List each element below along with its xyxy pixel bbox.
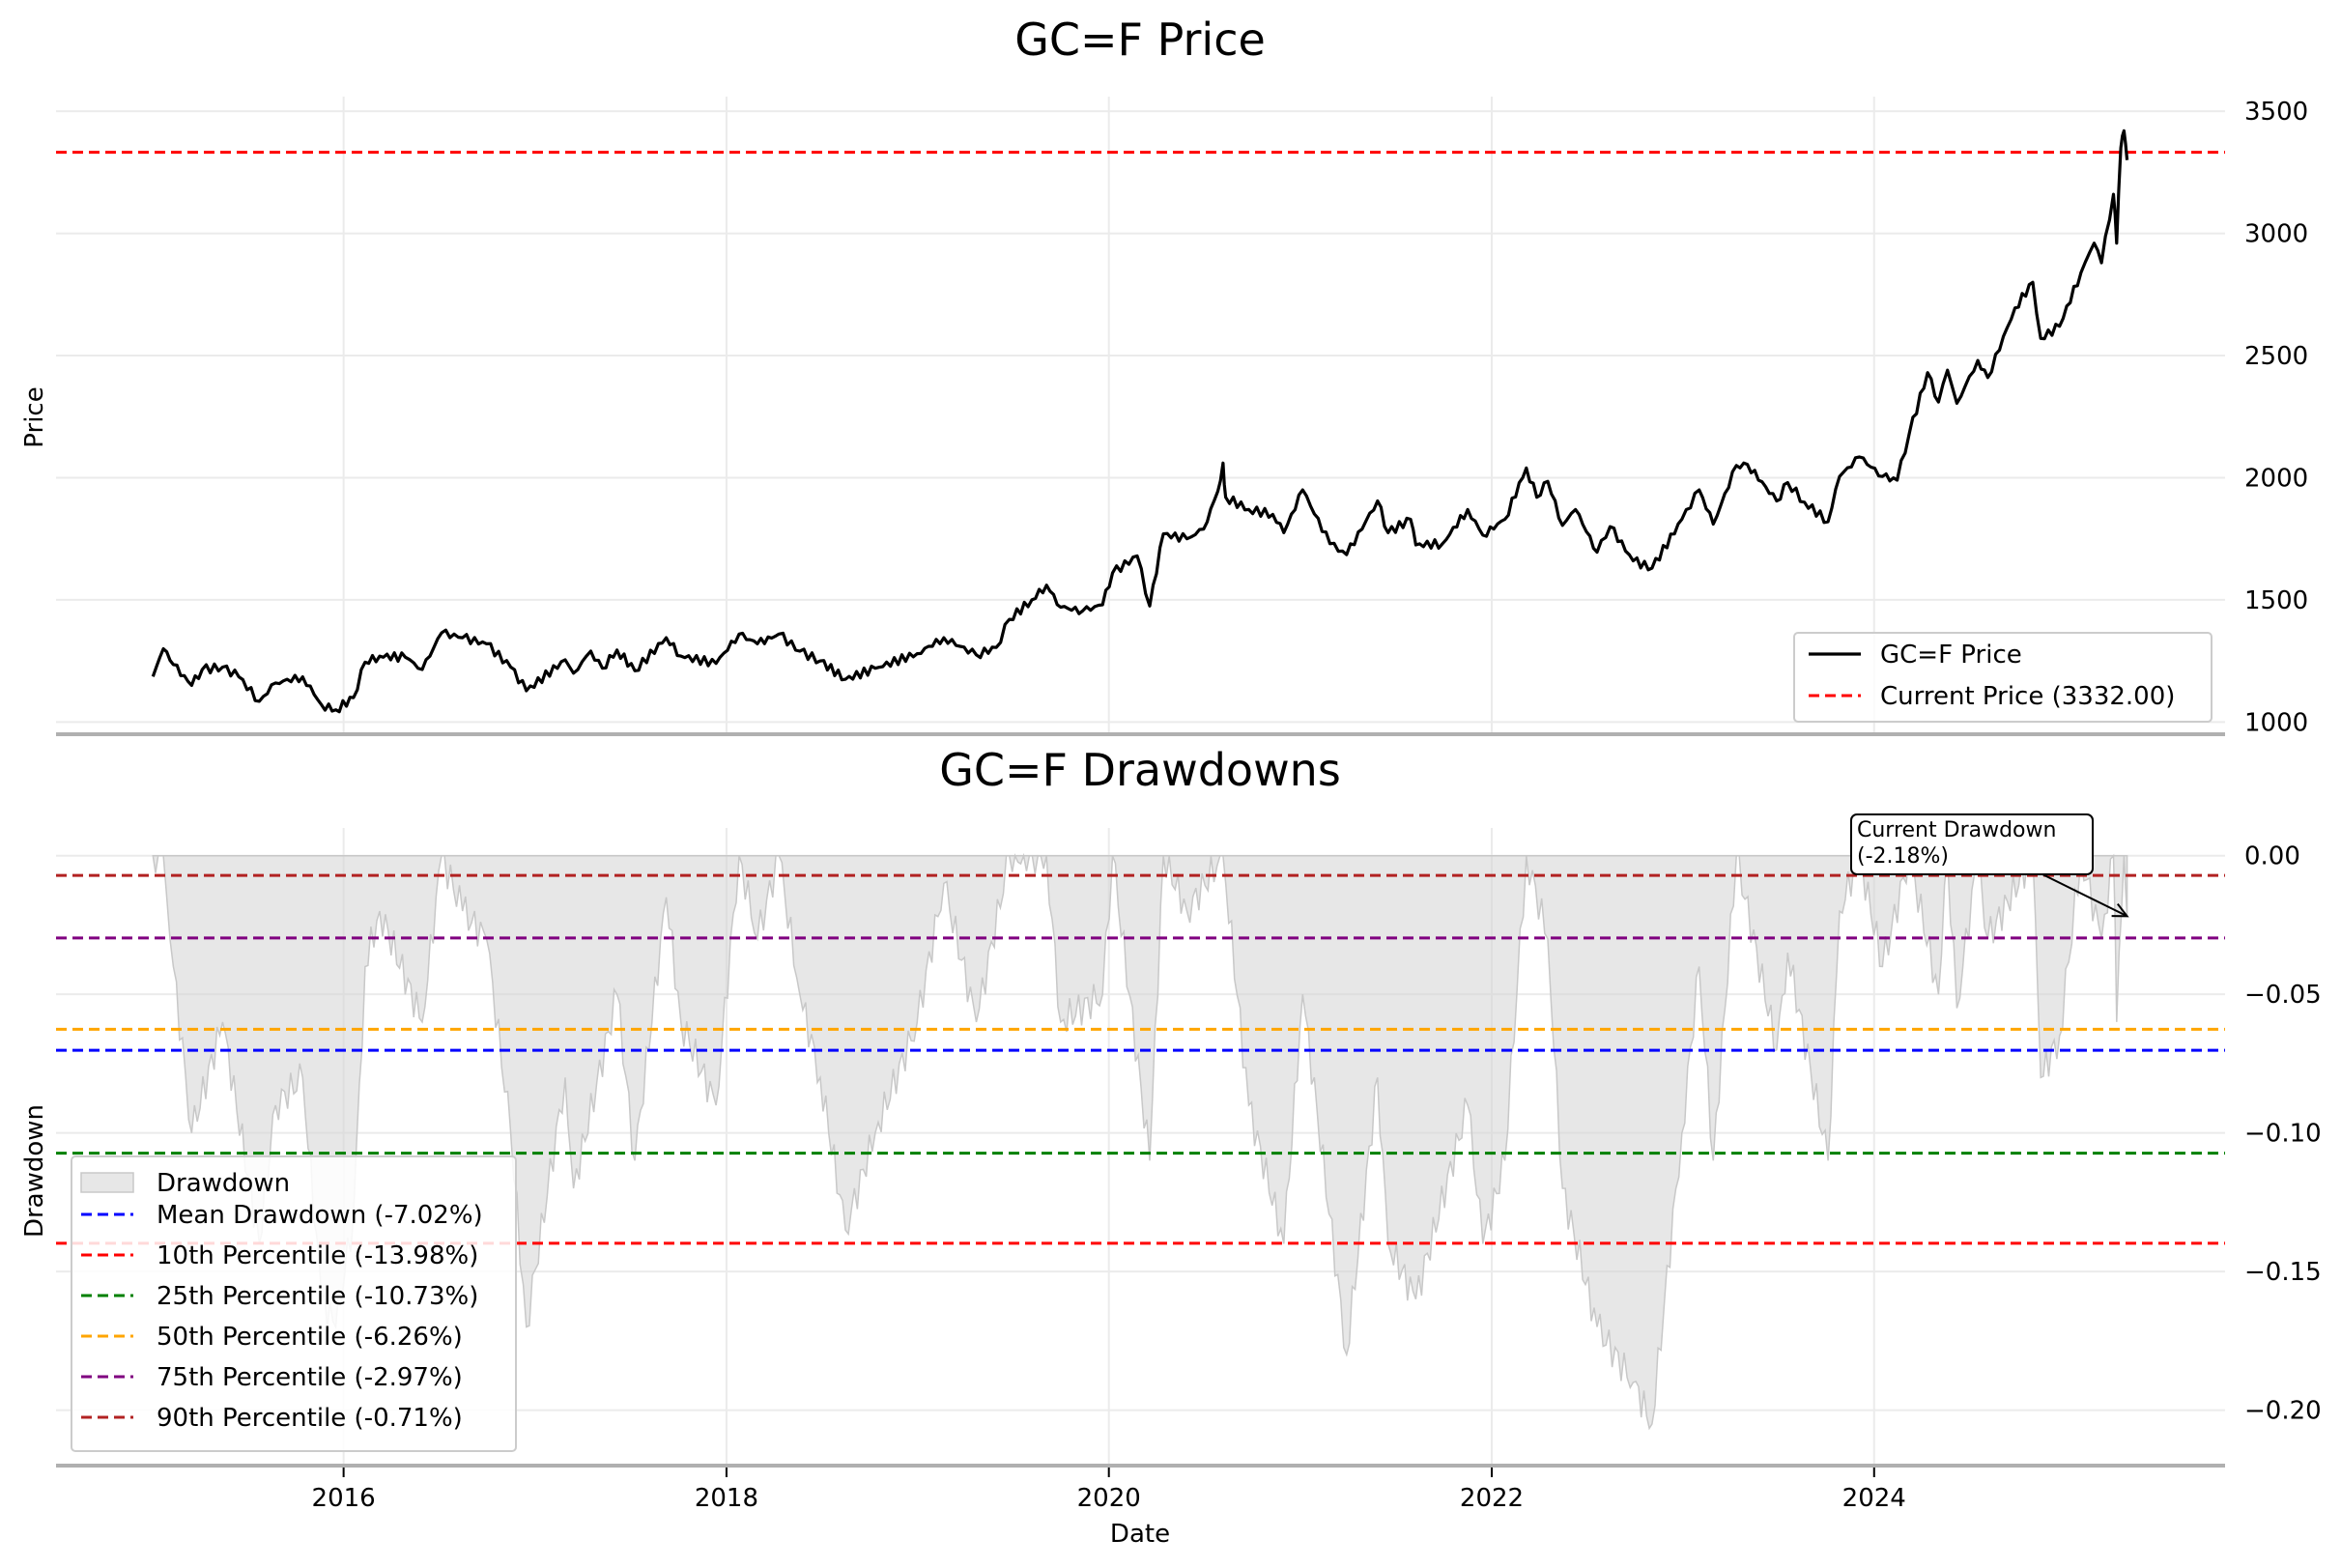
annotation-box [1850, 813, 2094, 875]
drawdown-panel: GC=F Drawdowns Drawdown Date 0.00 −0.05 −0… [20, 744, 2322, 1549]
annotation-arrow [2041, 873, 2128, 918]
x-tick-label: 2024 [1842, 1484, 1906, 1513]
drawdown-legend: Drawdown Mean Drawdown (-7.02%) 10th Perc… [71, 1155, 517, 1452]
price-y-tick-label: 3500 [2244, 98, 2308, 127]
price-y-ticks: 1000 1500 2000 2500 3000 3500 [2244, 98, 2308, 737]
price-series-line [151, 128, 2129, 714]
price-y-tick-label: 2000 [2244, 464, 2308, 493]
drawdown-annotation: Current Drawdown (-2.18%) [1850, 813, 2129, 918]
drawdown-y-tick-label: −0.15 [2244, 1258, 2322, 1287]
annotation-text-line1: Current Drawdown [1857, 818, 2056, 842]
price-chart-title: GC=F Price [1014, 14, 1266, 66]
drawdown-y-tick-label: −0.10 [2244, 1120, 2322, 1149]
drawdown-legend-box [71, 1155, 517, 1452]
price-legend-box [1793, 632, 2213, 723]
reference-legend-label: 90th Percentile (-0.71%) [157, 1404, 463, 1433]
price-gridlines [56, 97, 2225, 734]
drawdown-reference-lines [56, 873, 2225, 1245]
drawdown-y-ticks: 0.00 −0.05 −0.10 −0.15 −0.20 [2244, 842, 2322, 1426]
price-y-tick-label: 3000 [2244, 220, 2308, 249]
drawdown-chart-title: GC=F Drawdowns [939, 744, 1341, 796]
price-y-tick-label: 1000 [2244, 708, 2308, 737]
x-tick-label: 2020 [1077, 1484, 1141, 1513]
x-tick-label: 2018 [695, 1484, 758, 1513]
reference-legend-label: Mean Drawdown (-7.02%) [157, 1201, 483, 1230]
drawdown-y-axis-label: Drawdown [20, 1104, 49, 1238]
drawdown-legend-label: Drawdown [157, 1169, 290, 1198]
reference-legend-label: 10th Percentile (-13.98%) [157, 1241, 478, 1270]
drawdown-x-ticks: 2016 2018 2020 2022 2024 [312, 1468, 1906, 1513]
annotation-arrowhead [2111, 902, 2129, 918]
x-axis-label: Date [1110, 1520, 1170, 1549]
price-legend-label: GC=F Price [1880, 641, 2022, 670]
price-legend: GC=F Price Current Price (3332.00) [1793, 632, 2213, 723]
drawdown-y-tick-label: −0.20 [2244, 1397, 2322, 1426]
annotation-text-line2: (-2.18%) [1857, 844, 1949, 869]
drawdown-legend-swatch [80, 1172, 134, 1193]
drawdown-y-tick-label: 0.00 [2244, 842, 2300, 871]
x-tick-label: 2016 [312, 1484, 376, 1513]
x-tick-label: 2022 [1460, 1484, 1524, 1513]
price-y-tick-label: 2500 [2244, 342, 2308, 371]
price-panel: GC=F Price Price 1000 1500 2000 2500 3000 350… [20, 14, 2308, 737]
drawdown-y-tick-label: −0.05 [2244, 981, 2322, 1010]
reference-legend-label: 50th Percentile (-6.26%) [157, 1323, 463, 1352]
price-y-tick-label: 1500 [2244, 586, 2308, 615]
reference-legend-label: 25th Percentile (-10.73%) [157, 1282, 478, 1311]
price-y-axis-label: Price [20, 386, 49, 447]
drawdown-area [152, 852, 2128, 1431]
current-price-legend-label: Current Price (3332.00) [1880, 682, 2175, 711]
reference-legend-label: 75th Percentile (-2.97%) [157, 1363, 463, 1392]
